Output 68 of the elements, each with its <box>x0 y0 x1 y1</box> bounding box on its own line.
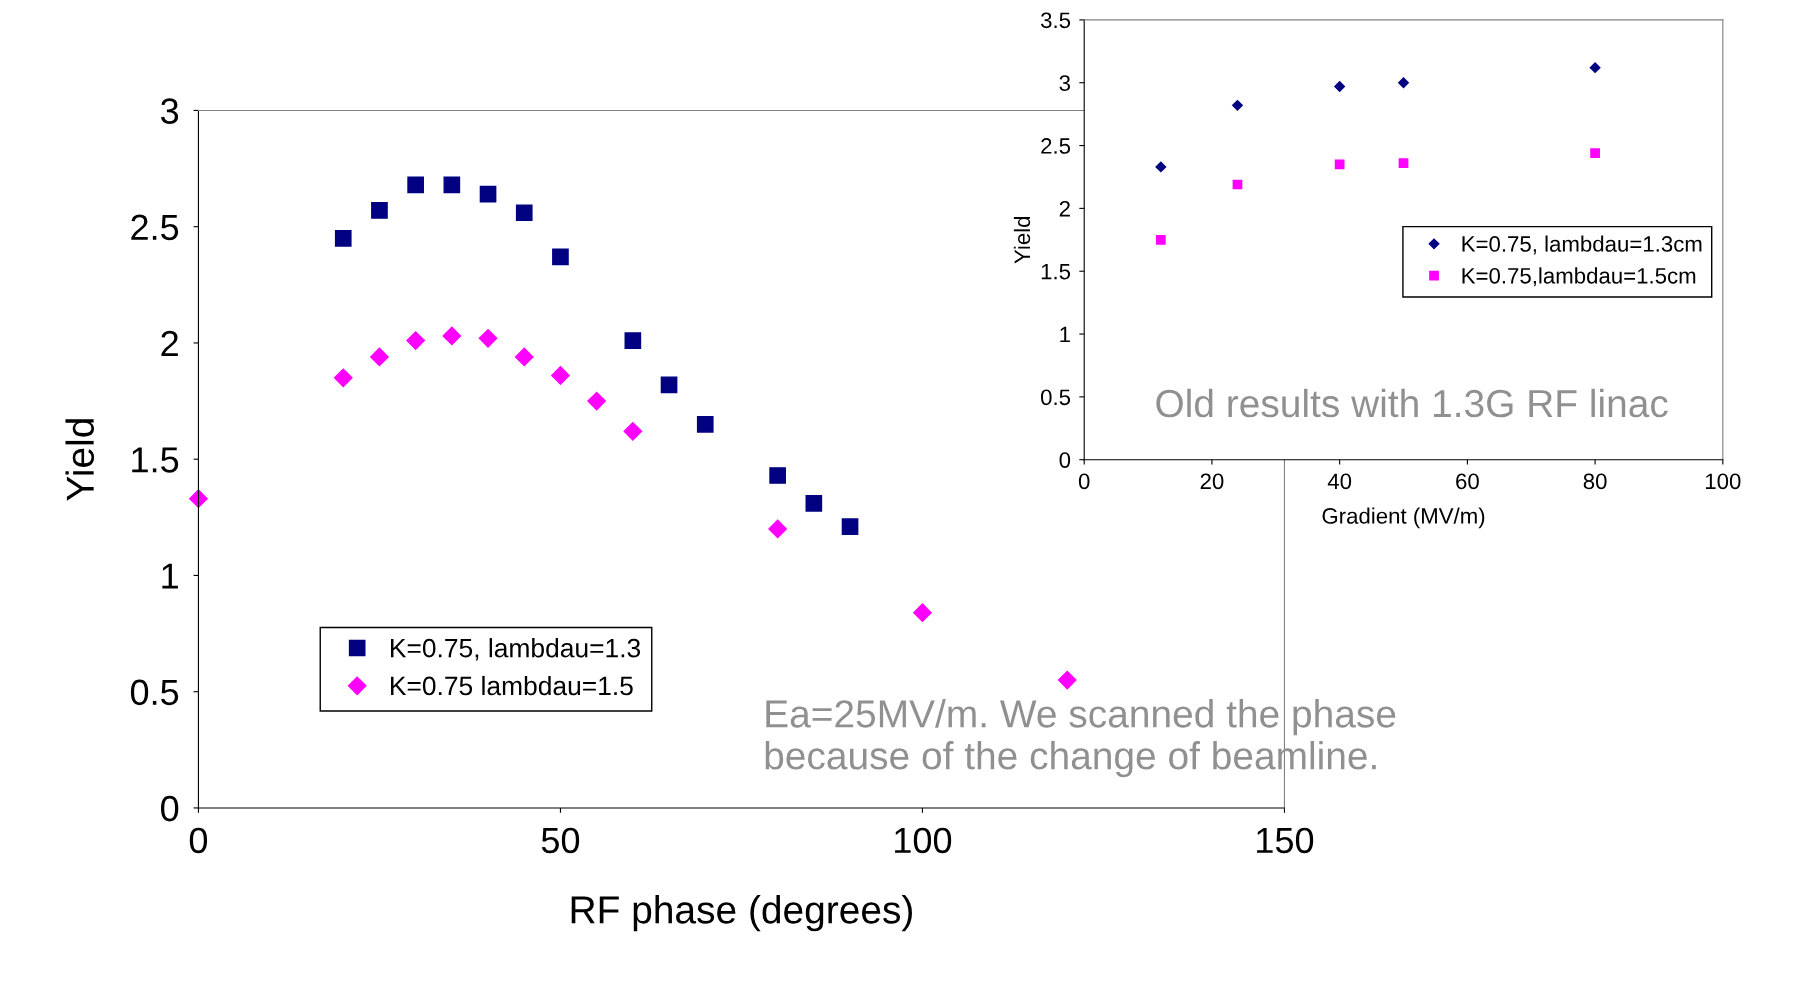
point <box>478 328 498 348</box>
x-tick-label: 50 <box>541 827 580 854</box>
point <box>552 248 569 266</box>
x-tick-label: 40 <box>1327 473 1352 490</box>
point <box>1334 159 1345 170</box>
point <box>551 366 570 385</box>
x-axis-title: RF phase (degrees) <box>571 895 912 932</box>
point <box>406 331 425 350</box>
point <box>334 229 352 247</box>
point <box>1232 99 1243 111</box>
point <box>371 202 388 219</box>
point <box>1155 161 1167 173</box>
y-tick-label: 2 <box>1059 200 1070 217</box>
x-tick-label: 20 <box>1200 473 1224 490</box>
point <box>514 347 534 367</box>
x-tick-label: 0 <box>1078 473 1090 490</box>
point <box>1334 81 1346 92</box>
y-tick-label: 2 <box>161 330 178 357</box>
point <box>1589 62 1601 74</box>
point <box>660 376 678 394</box>
x-tick-label: 100 <box>1705 473 1741 490</box>
y-tick-label: 3.5 <box>1040 12 1071 29</box>
y-axis-title: Yield <box>65 419 95 501</box>
point <box>407 176 424 194</box>
point <box>443 176 461 194</box>
x-tick-label: 60 <box>1456 473 1479 490</box>
x-tick-label: 0 <box>189 827 208 854</box>
y-tick-label: 0 <box>1059 452 1071 468</box>
point <box>913 603 932 622</box>
y-tick-label: 3 <box>160 98 179 124</box>
legend-label: K=0.75 lambdau=1.5 <box>391 675 633 696</box>
legend-label: K=0.75, lambdau=1.3cm <box>1462 235 1702 255</box>
x-tick-label: 100 <box>895 827 952 854</box>
y-tick-label: 1 <box>1060 326 1070 343</box>
point <box>696 415 714 433</box>
legend-label: K=0.75,lambdau=1.5cm <box>1462 267 1696 287</box>
y-tick-label: 1.5 <box>132 447 179 473</box>
x-tick-label: 150 <box>1257 827 1314 854</box>
y-tick-label: 3 <box>1059 75 1071 91</box>
y-tick-label: 0 <box>161 795 179 822</box>
y-axis-title: Yield <box>1013 216 1031 264</box>
point <box>587 391 606 411</box>
point <box>333 368 353 388</box>
point <box>805 495 823 512</box>
point <box>624 332 642 349</box>
y-tick-label: 0.5 <box>1040 389 1071 406</box>
point <box>515 204 533 222</box>
point <box>479 185 497 203</box>
point <box>1398 158 1409 169</box>
point <box>1057 670 1077 690</box>
legend-label: K=0.75, lambdau=1.3 <box>391 638 641 661</box>
point <box>1398 77 1409 89</box>
y-tick-label: 1.5 <box>1041 263 1071 280</box>
annotation: Old results with 1.3G RF linac <box>1156 388 1668 418</box>
x-axis-title: Gradient (MV/m) <box>1322 507 1485 529</box>
point <box>623 421 643 441</box>
point <box>841 518 859 535</box>
y-tick-label: 0.5 <box>130 679 179 706</box>
y-tick-label: 1 <box>162 563 178 589</box>
point <box>1590 148 1600 158</box>
point <box>1155 234 1166 245</box>
point <box>442 326 462 346</box>
y-tick-label: 2.5 <box>1041 138 1071 154</box>
point <box>370 347 389 367</box>
point <box>768 519 787 539</box>
point <box>769 467 786 484</box>
y-tick-label: 2.5 <box>131 214 179 241</box>
x-tick-label: 80 <box>1583 473 1607 490</box>
